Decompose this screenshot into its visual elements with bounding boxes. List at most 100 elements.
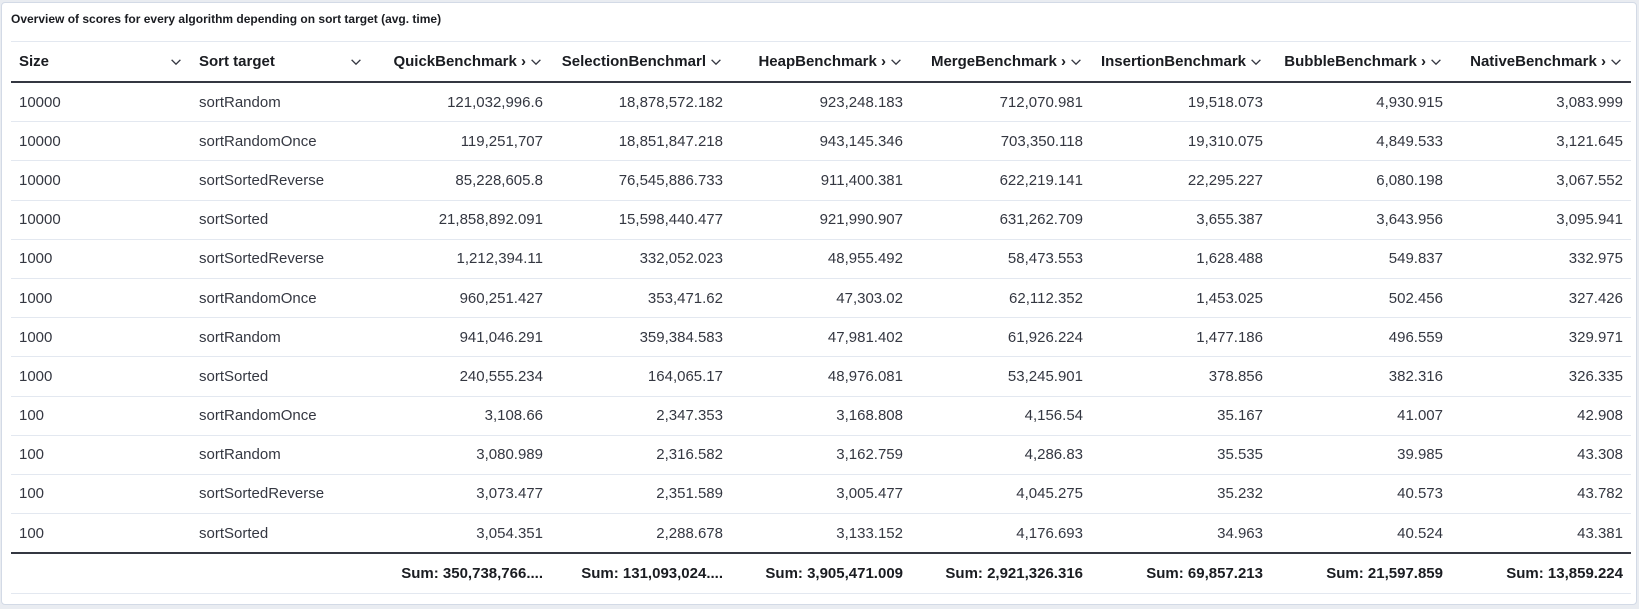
table-body: 10000 sortRandom 121,032,996.6 18,878,572.1… bbox=[11, 83, 1631, 554]
table-row: 100 sortRandom 3,080.989 2,316.582 3,162.759… bbox=[11, 436, 1631, 475]
table-cell: 58,473.553 bbox=[1007, 250, 1083, 268]
chevron-down-icon[interactable] bbox=[169, 55, 183, 69]
table-row: 100 sortRandomOnce 3,108.66 2,347.353 3,168.… bbox=[11, 397, 1631, 436]
column-header-content: Size bbox=[19, 53, 183, 70]
column-header-content: InsertionBenchmark bbox=[1099, 53, 1263, 70]
table-cell: 1,453.025 bbox=[1196, 289, 1263, 307]
column-header-content: QuickBenchmark › bbox=[379, 53, 543, 70]
table-row: 1000 sortRandom 941,046.291 359,384.583 47,9… bbox=[11, 318, 1631, 358]
table-cell: 4,286.83 bbox=[1024, 446, 1083, 464]
panel-title: Overview of scores for every algorithm d… bbox=[11, 12, 442, 26]
table-cell: 1000 bbox=[19, 250, 53, 268]
table-cell: 35.232 bbox=[1217, 485, 1263, 503]
table-cell: 2,347.353 bbox=[656, 407, 723, 425]
table-cell: 100 bbox=[19, 485, 45, 503]
column-header-1[interactable]: Sort target bbox=[191, 53, 371, 70]
chevron-down-icon[interactable] bbox=[1609, 55, 1623, 69]
table-cell: 1,212,394.11 bbox=[456, 250, 543, 268]
table-cell: 941,046.291 bbox=[459, 328, 543, 346]
column-header-3[interactable]: SelectionBenchmarl bbox=[551, 53, 731, 70]
table-cell: 19,310.075 bbox=[1187, 132, 1263, 150]
table-cell: 100 bbox=[19, 524, 45, 542]
table-cell: 100 bbox=[19, 407, 45, 425]
table-cell: 76,545,886.733 bbox=[618, 171, 723, 189]
table-cell: sortRandomOnce bbox=[199, 132, 317, 150]
table-cell: 1000 bbox=[19, 328, 53, 346]
table-row: 1000 sortSorted 240,555.234 164,065.17 48,97… bbox=[11, 357, 1631, 397]
table-cell: 40.573 bbox=[1397, 485, 1443, 503]
table-cell: 21,858,892.091 bbox=[438, 211, 543, 229]
table-cell: sortRandom bbox=[199, 446, 281, 464]
table-cell: sortRandomOnce bbox=[199, 289, 317, 307]
table-cell: 4,176.693 bbox=[1016, 524, 1083, 542]
column-header-4[interactable]: HeapBenchmark › bbox=[731, 53, 911, 70]
table-cell: 3,162.759 bbox=[836, 446, 903, 464]
column-header-5[interactable]: MergeBenchmark › bbox=[911, 53, 1091, 70]
table-cell: 10000 bbox=[19, 93, 61, 111]
header-row: Size Sort target QuickBenchmark › Selection… bbox=[11, 41, 1631, 83]
column-header-0[interactable]: Size bbox=[11, 53, 191, 70]
table-cell: 3,121.645 bbox=[1556, 132, 1623, 150]
table-cell: 10000 bbox=[19, 132, 61, 150]
table-cell: 1,628.488 bbox=[1196, 250, 1263, 268]
table-cell: 100 bbox=[19, 446, 45, 464]
chevron-down-icon[interactable] bbox=[889, 55, 903, 69]
column-header-content: HeapBenchmark › bbox=[739, 53, 903, 70]
table-cell: 911,400.381 bbox=[820, 171, 903, 189]
column-header-8[interactable]: NativeBenchmark › bbox=[1451, 53, 1631, 70]
table-cell: 62,112.352 bbox=[1009, 289, 1083, 307]
column-header-6[interactable]: InsertionBenchmark bbox=[1091, 53, 1271, 70]
chevron-down-icon[interactable] bbox=[1429, 55, 1443, 69]
table-cell: 4,156.54 bbox=[1024, 407, 1083, 425]
table-cell: 3,655.387 bbox=[1196, 211, 1263, 229]
chevron-down-icon[interactable] bbox=[709, 55, 723, 69]
table-row: 10000 sortSortedReverse 85,228,605.8 76,545… bbox=[11, 161, 1631, 201]
table-cell: 6,080.198 bbox=[1376, 171, 1443, 189]
table-cell: 48,955.492 bbox=[827, 250, 903, 268]
table-cell: 10000 bbox=[19, 211, 61, 229]
table-cell: 496.559 bbox=[1388, 328, 1443, 346]
table-cell: sortSortedReverse bbox=[199, 485, 325, 503]
table-cell: 164,065.17 bbox=[647, 367, 723, 385]
table-cell: 359,384.583 bbox=[639, 328, 723, 346]
table-cell: 40.524 bbox=[1397, 524, 1443, 542]
table-cell: 703,350.118 bbox=[1000, 132, 1083, 150]
table-cell: 1000 bbox=[19, 367, 53, 385]
footer-sum-cell: Sum: 350,738,766.... bbox=[401, 565, 543, 583]
table-cell: 18,851,847.218 bbox=[618, 132, 723, 150]
table-cell: 631,262.709 bbox=[999, 211, 1083, 229]
table-cell: sortRandomOnce bbox=[199, 407, 317, 425]
table-cell: 3,133.152 bbox=[836, 524, 903, 542]
footer-sum-cell: Sum: 69,857.213 bbox=[1146, 565, 1263, 583]
table-cell: 3,005.477 bbox=[836, 485, 903, 503]
column-header-label: Sort target bbox=[199, 53, 275, 70]
table-cell: 22,295.227 bbox=[1187, 171, 1263, 189]
table-cell: 42.908 bbox=[1577, 407, 1623, 425]
table-row: 10000 sortRandom 121,032,996.6 18,878,572.1… bbox=[11, 83, 1631, 123]
table-cell: 327.426 bbox=[1568, 289, 1623, 307]
column-header-content: Sort target bbox=[199, 53, 363, 70]
chevron-down-icon[interactable] bbox=[1249, 55, 1263, 69]
column-header-label: NativeBenchmark › bbox=[1470, 53, 1606, 70]
table-cell: 1,477.186 bbox=[1196, 328, 1263, 346]
table-cell: 43.308 bbox=[1577, 446, 1623, 464]
table-cell: 1000 bbox=[19, 289, 53, 307]
table-row: 100 sortSorted 3,054.351 2,288.678 3,133.152… bbox=[11, 514, 1631, 554]
column-header-7[interactable]: BubbleBenchmark › bbox=[1271, 53, 1451, 70]
table-cell: 329.971 bbox=[1568, 328, 1623, 346]
table-cell: 47,303.02 bbox=[836, 289, 903, 307]
column-header-2[interactable]: QuickBenchmark › bbox=[371, 53, 551, 70]
table-cell: 712,070.981 bbox=[999, 93, 1083, 111]
chevron-down-icon[interactable] bbox=[349, 55, 363, 69]
footer-sum-cell: Sum: 131,093,024.... bbox=[581, 565, 723, 583]
table-cell: 332.975 bbox=[1568, 250, 1623, 268]
chevron-down-icon[interactable] bbox=[1069, 55, 1083, 69]
data-grid: Size Sort target QuickBenchmark › Selection… bbox=[11, 41, 1631, 595]
table-cell: sortSorted bbox=[199, 367, 269, 385]
chevron-down-icon[interactable] bbox=[529, 55, 543, 69]
table-cell: 943,145.346 bbox=[819, 132, 903, 150]
table-cell: 3,168.808 bbox=[836, 407, 903, 425]
table-cell: 3,095.941 bbox=[1556, 211, 1623, 229]
table-cell: 119,251,707 bbox=[460, 132, 543, 150]
table-cell: 2,288.678 bbox=[656, 524, 723, 542]
